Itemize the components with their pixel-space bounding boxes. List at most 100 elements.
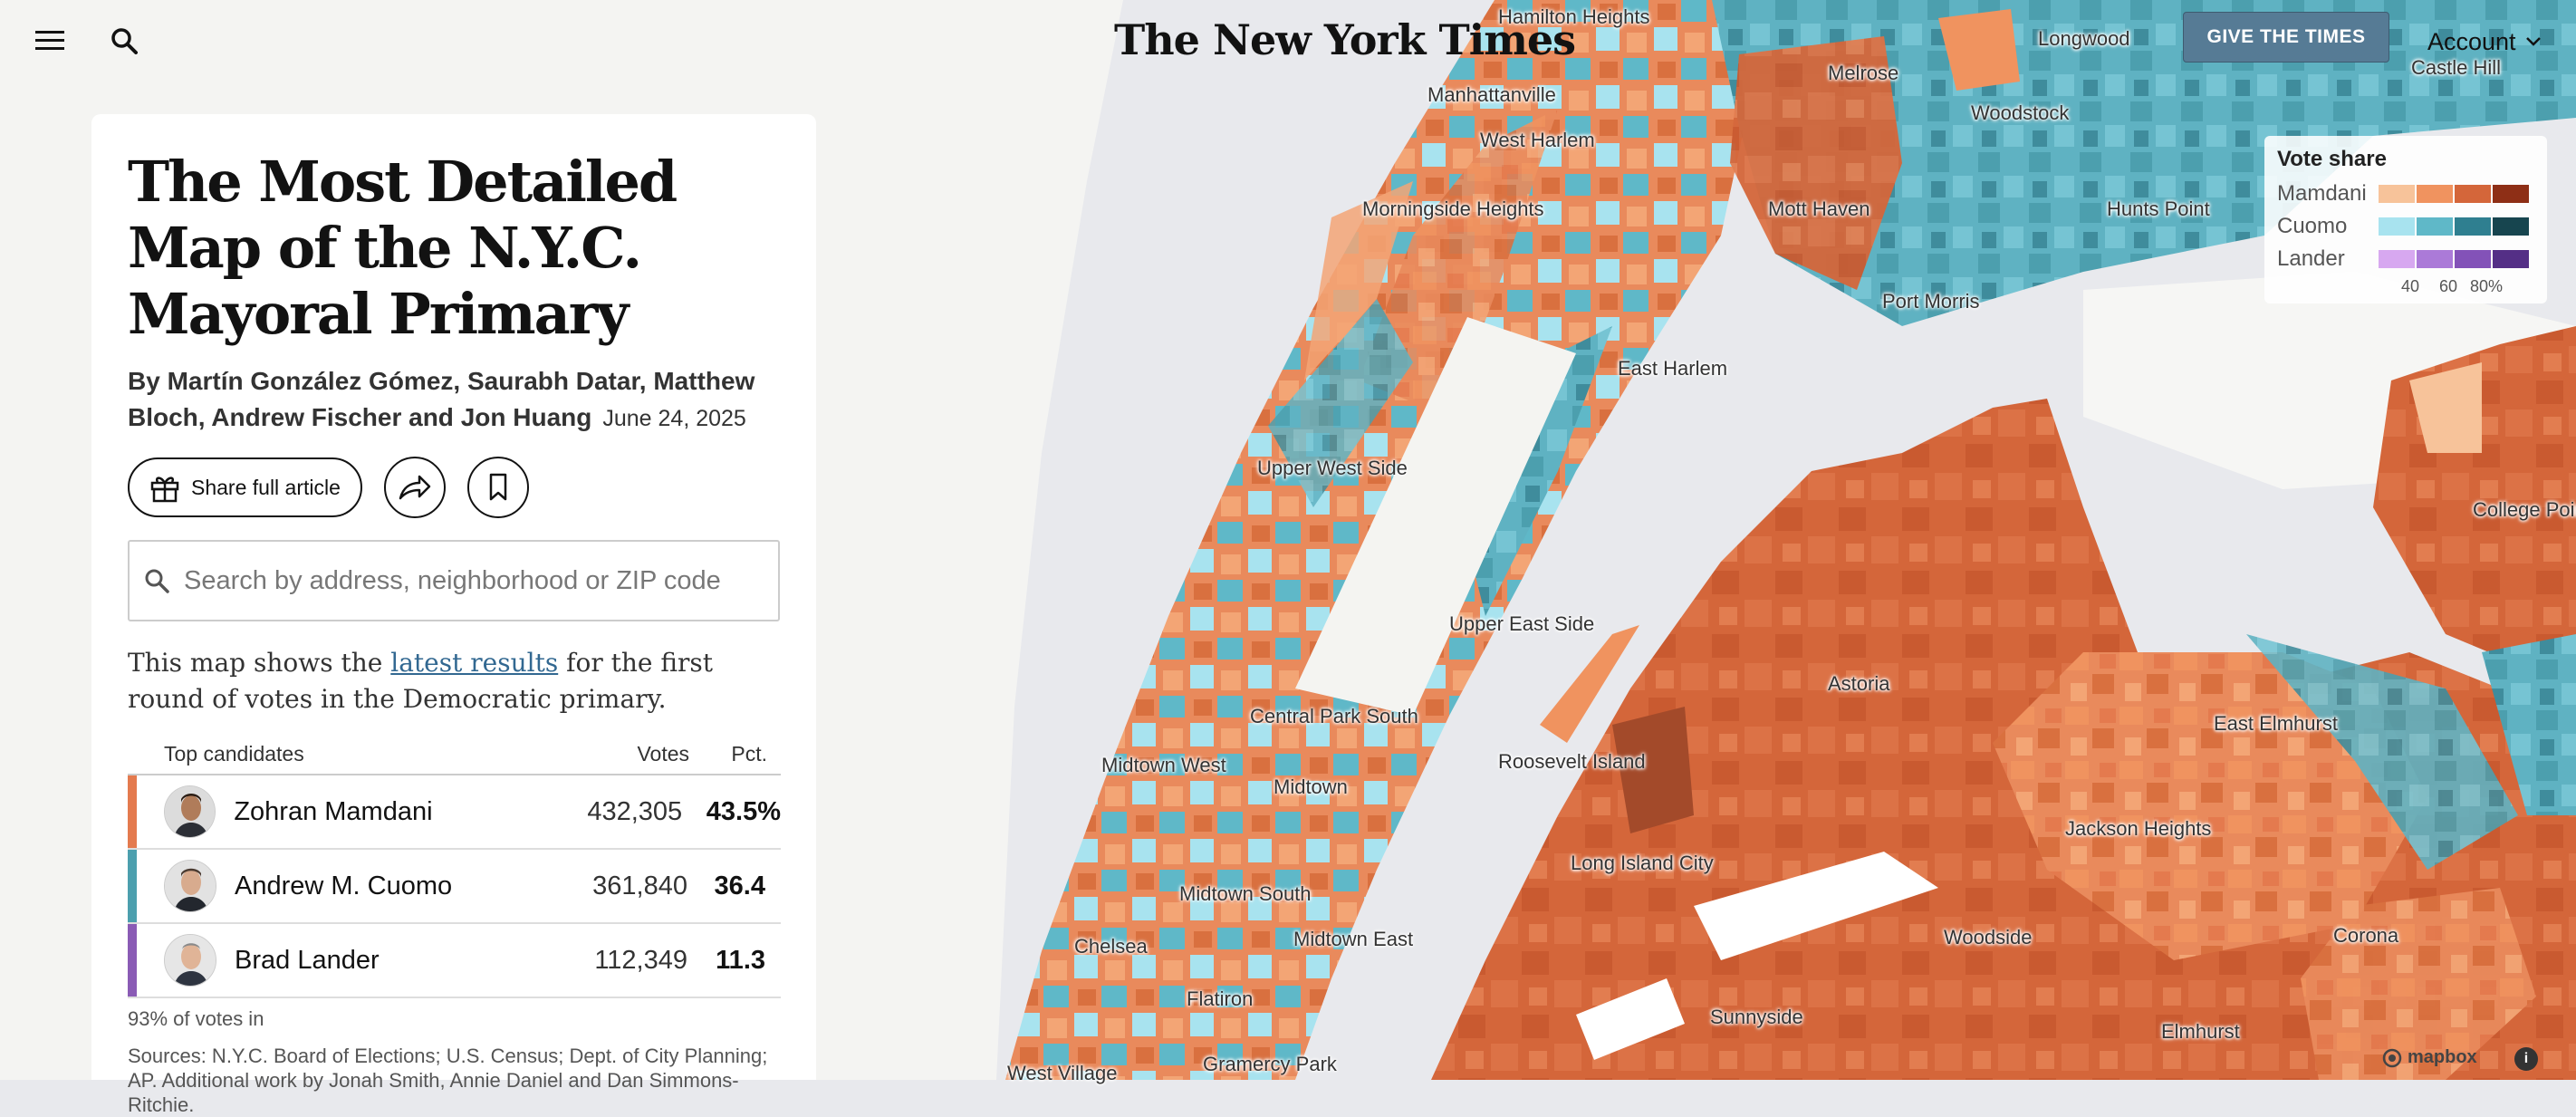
address-search[interactable]	[128, 540, 780, 621]
map-label-midtown-west: Midtown West	[1101, 754, 1226, 776]
table-row[interactable]: Brad Lander 112,349 11.3	[128, 924, 781, 998]
map-label-midtown: Midtown	[1274, 775, 1348, 798]
map-label-midtown-east: Midtown East	[1293, 928, 1414, 950]
map-label-morningside-heights: Morningside Heights	[1362, 197, 1544, 220]
candidate-color-bar	[128, 924, 137, 997]
legend-swatch	[2417, 185, 2453, 203]
legend-swatch	[2379, 217, 2415, 236]
election-map[interactable]	[0, 0, 2576, 1080]
map-label-woodstock: Woodstock	[1971, 101, 2070, 124]
publish-date: June 24, 2025	[602, 406, 746, 431]
map-label-sunnyside: Sunnyside	[1710, 1006, 1803, 1028]
legend-label: Lander	[2277, 246, 2345, 271]
legend-label: Cuomo	[2277, 214, 2348, 238]
sources-note: Sources: N.Y.C. Board of Elections; U.S.…	[128, 1045, 768, 1116]
candidate-name: Andrew M. Cuomo	[235, 871, 453, 900]
map-label-castle-hill: Castle Hill	[2411, 56, 2502, 79]
map-label-college-point: College Point	[2473, 498, 2576, 521]
candidate-photo-icon	[165, 861, 216, 911]
legend-swatch	[2493, 217, 2529, 236]
account-menu[interactable]: Account	[2427, 24, 2542, 60]
legend-row-lander: Lander	[2277, 243, 2534, 275]
map-label-astoria: Astoria	[1828, 672, 1890, 695]
map-label-port-morris: Port Morris	[1882, 290, 1980, 313]
header-votes: Votes	[637, 741, 689, 766]
map-label-long-island-city: Long Island City	[1571, 852, 1714, 874]
legend-row-cuomo: Cuomo	[2277, 210, 2534, 243]
map-label-jackson-heights: Jackson Heights	[2065, 817, 2212, 840]
intro-text-start: This map shows the	[128, 648, 391, 678]
share-label: Share full article	[191, 475, 341, 499]
latest-results-link[interactable]: latest results	[390, 648, 559, 678]
map-label-west-village: West Village	[1007, 1062, 1118, 1084]
legend-tick: 80%	[2469, 277, 2504, 295]
legend-swatch	[2417, 250, 2453, 268]
avatar	[164, 934, 216, 987]
search-icon	[145, 569, 169, 593]
map-label-upper-west-side: Upper West Side	[1257, 457, 1408, 479]
share-full-article-button[interactable]: Share full article	[128, 457, 362, 517]
candidate-votes: 112,349	[594, 945, 687, 975]
legend-ticks: 40 60 80%	[2391, 277, 2534, 296]
chevron-down-icon	[2525, 37, 2541, 46]
results-table: Top candidates Votes Pct. Zohran Mamdani…	[128, 734, 781, 998]
share-button[interactable]	[383, 457, 446, 518]
header-pct: Pct.	[731, 741, 767, 766]
candidate-photo-icon	[165, 935, 216, 986]
legend-swatch	[2455, 185, 2491, 203]
map-label-east-elmhurst: East Elmhurst	[2214, 712, 2338, 735]
gift-icon	[150, 477, 179, 503]
search-button[interactable]	[101, 18, 147, 63]
map-label-melrose: Melrose	[1828, 62, 1899, 84]
intro-text: This map shows the latest results for th…	[128, 645, 780, 717]
search-icon	[111, 28, 138, 54]
mapbox-label: mapbox	[2408, 1047, 2477, 1067]
map-label-elmhurst: Elmhurst	[2161, 1020, 2240, 1043]
save-bookmark-button[interactable]	[466, 457, 529, 518]
menu-button[interactable]	[27, 18, 72, 63]
address-search-input[interactable]	[182, 564, 764, 597]
headline: The Most Detailed Map of the N.Y.C. Mayo…	[128, 149, 678, 347]
give-the-times-button[interactable]: GIVE THE TIMES	[2183, 12, 2389, 63]
account-label: Account	[2427, 27, 2516, 55]
candidate-color-bar	[128, 850, 137, 922]
legend-swatch	[2379, 250, 2415, 268]
mapbox-attribution[interactable]: mapbox	[2382, 1047, 2477, 1068]
avatar	[164, 860, 216, 912]
map-label-manhattanville: Manhattanville	[1427, 83, 1556, 106]
map-label-mott-haven: Mott Haven	[1768, 197, 1870, 220]
map-label-gramercy-park: Gramercy Park	[1203, 1053, 1337, 1075]
legend-swatch	[2493, 250, 2529, 268]
reporting-status: 93% of votes in	[128, 1007, 264, 1030]
map-label-central-park-south: Central Park South	[1250, 705, 1418, 727]
map-label-flatiron: Flatiron	[1187, 987, 1254, 1010]
candidate-votes: 432,305	[587, 796, 683, 826]
candidate-name: Brad Lander	[235, 945, 380, 975]
map-label-hunts-point: Hunts Point	[2107, 197, 2210, 220]
legend-tick: 40	[2400, 277, 2420, 295]
candidate-pct: 11.3	[716, 945, 765, 975]
legend-tick: 60	[2438, 277, 2458, 295]
candidate-pct: 36.4	[714, 871, 765, 900]
intro-text-end: for the first round of votes in the Demo…	[128, 648, 714, 714]
byline: By Martín González Gómez, Saurabh Datar,…	[128, 363, 780, 437]
candidate-photo-icon	[164, 786, 216, 837]
legend-row-mamdani: Mamdani	[2277, 178, 2534, 210]
map-label-roosevelt-island: Roosevelt Island	[1498, 750, 1646, 773]
table-row[interactable]: Zohran Mamdani 432,305 43.5%	[128, 775, 781, 850]
article-actions: Share full article	[128, 457, 780, 518]
map-label-midtown-south: Midtown South	[1179, 882, 1312, 905]
legend-swatch	[2455, 250, 2491, 268]
article-panel: The Most Detailed Map of the N.Y.C. Mayo…	[91, 114, 816, 1116]
map-label-hamilton-heights: Hamilton Heights	[1498, 5, 1650, 28]
map-label-longwood: Longwood	[2038, 27, 2130, 50]
share-arrow-icon	[399, 475, 431, 500]
map-label-upper-east-side: Upper East Side	[1449, 612, 1595, 635]
legend-swatch	[2493, 185, 2529, 203]
nyt-logo[interactable]: The New York Times	[1114, 15, 1576, 64]
candidate-votes: 361,840	[592, 871, 687, 900]
legend-title: Vote share	[2277, 147, 2387, 171]
table-row[interactable]: Andrew M. Cuomo 361,840 36.4	[128, 850, 781, 924]
map-label-west-harlem: West Harlem	[1480, 129, 1595, 151]
info-icon[interactable]: i	[2514, 1047, 2538, 1071]
